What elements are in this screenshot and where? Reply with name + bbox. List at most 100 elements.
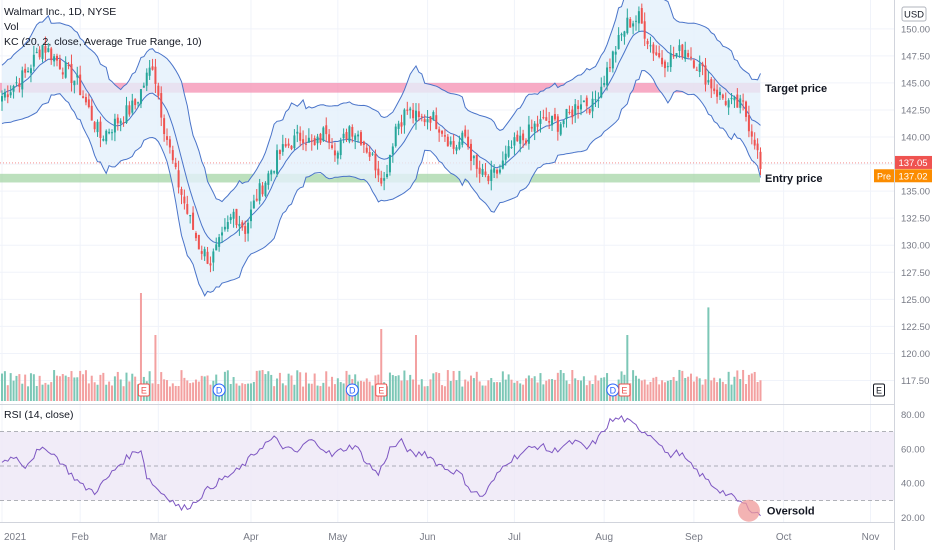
earnings-marker[interactable]	[137, 383, 150, 397]
dividend-marker[interactable]	[345, 383, 359, 397]
candle-body	[154, 66, 157, 84]
volume-bar	[510, 379, 513, 401]
volume-bar	[273, 386, 276, 401]
candle-body	[698, 63, 701, 72]
candle-body	[666, 66, 669, 68]
time-axis[interactable]: 2021 Feb Mar Apr May Jun Jul Aug Sep Oct Nov	[4, 532, 879, 543]
volume-bar	[203, 376, 206, 401]
pre-market-price-badge	[894, 169, 932, 183]
volume-bar	[533, 376, 536, 401]
volume-bar	[455, 380, 458, 401]
candle-body	[293, 135, 296, 149]
price-tick-label: 147.50	[901, 51, 930, 62]
earnings-marker[interactable]	[375, 383, 388, 397]
volume-bar	[490, 378, 493, 401]
candle-body	[226, 222, 229, 229]
volume-bar	[548, 379, 551, 401]
candle-body	[270, 170, 273, 175]
volume-bar	[527, 375, 530, 401]
candle-body	[197, 234, 200, 250]
target-price-zone	[0, 82, 760, 93]
candle-body	[759, 151, 762, 169]
candle-body	[3, 92, 6, 98]
dividend-marker[interactable]	[212, 383, 226, 397]
volume-bar	[588, 380, 591, 401]
volume-bar	[684, 377, 687, 401]
symbol-label[interactable]: Walmart Inc., 1D, NYSE	[4, 6, 116, 18]
candle-body	[611, 51, 614, 69]
volume-bar	[371, 385, 374, 401]
volume-bar	[96, 384, 99, 401]
currency-label: USD	[904, 10, 924, 21]
price-tick-label: 117.50	[901, 376, 929, 387]
volume-bar	[168, 386, 171, 401]
earnings-marker[interactable]	[618, 383, 631, 397]
price-tick-label: 130.00	[901, 241, 930, 252]
candle-body	[325, 125, 328, 135]
volume-bar	[432, 373, 435, 401]
candle-body	[41, 45, 44, 59]
candle-body	[35, 52, 38, 54]
candle-body	[313, 138, 316, 146]
volume-bar	[672, 377, 675, 401]
volume-bar	[223, 371, 226, 401]
keltner-upper-band	[1, 0, 761, 203]
rsi-indicator-label[interactable]: RSI (14, close)	[4, 409, 73, 421]
candle-body	[168, 139, 171, 148]
candle-body	[577, 105, 580, 109]
candle-body	[276, 150, 279, 174]
volume-bar	[296, 370, 299, 401]
candle-body	[484, 171, 487, 176]
candle-body	[186, 204, 189, 214]
volume-bar	[325, 371, 328, 401]
candle-body	[342, 133, 345, 139]
volume-bar	[53, 370, 56, 401]
candle-body	[536, 123, 539, 127]
volume-bar	[333, 384, 336, 401]
volume-bar	[76, 377, 79, 401]
price-axis[interactable]: 150.00147.50145.00142.50140.00137.50135.…	[901, 24, 930, 387]
volume-bar	[400, 380, 403, 401]
candle-body	[559, 124, 562, 135]
volume-bar	[197, 381, 200, 401]
rsi-axis[interactable]: 80.00 60.00 40.00 20.00	[901, 410, 925, 524]
keltner-indicator-label[interactable]: KC (20, 2, close, Average True Range, 10…	[4, 36, 202, 48]
price-tick-label: 142.50	[901, 105, 930, 116]
candle-body	[345, 132, 348, 140]
candle-body	[632, 23, 635, 27]
candle-body	[6, 94, 9, 98]
earnings-marker[interactable]	[873, 383, 885, 397]
volume-bar	[556, 372, 559, 401]
candle-body	[464, 129, 467, 137]
candle-body	[76, 75, 79, 78]
volume-indicator-label[interactable]: Vol	[4, 21, 19, 33]
candle-body	[446, 136, 449, 147]
candle-body	[695, 69, 698, 71]
currency-badge[interactable]	[901, 6, 927, 22]
candle-body	[290, 145, 293, 149]
volume-bar	[597, 380, 600, 401]
volume-bar	[316, 385, 319, 401]
candle-body	[18, 83, 21, 87]
volume-bar	[655, 376, 658, 401]
keltner-fill	[2, 0, 761, 296]
candle-body	[304, 143, 307, 145]
volume-bar	[745, 384, 748, 401]
candle-body	[637, 11, 640, 24]
candle-body	[362, 141, 365, 145]
candle-body	[412, 109, 415, 119]
candle-body	[524, 140, 527, 144]
volume-bar	[21, 383, 24, 401]
volume-bar	[388, 372, 391, 401]
volume-bar	[577, 380, 580, 401]
volume-bar	[209, 384, 212, 401]
candle-body	[122, 122, 125, 124]
volume-bar	[513, 382, 516, 401]
candle-body	[467, 136, 470, 148]
candle-body	[287, 143, 290, 146]
volume-bar	[632, 370, 635, 401]
candle-body	[58, 59, 61, 70]
candle-body	[64, 62, 67, 78]
candle-body	[736, 94, 739, 108]
volume-bar	[247, 383, 250, 401]
